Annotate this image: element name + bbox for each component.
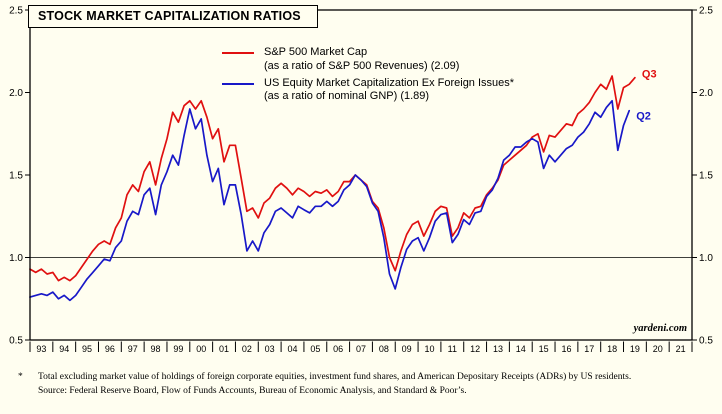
x-axis-year-label: 15 <box>539 344 549 354</box>
x-axis-year-label: 04 <box>288 344 298 354</box>
x-axis-year-label: 10 <box>424 344 434 354</box>
x-axis-year-label: 97 <box>128 344 138 354</box>
x-axis-year-label: 94 <box>59 344 69 354</box>
series-line-us-equity-market-cap <box>29 99 631 302</box>
chart-title-box: STOCK MARKET CAPITALIZATION RATIOS <box>28 5 318 28</box>
x-axis-year-label: 18 <box>607 344 617 354</box>
legend-sublabel-us-equity: (as a ratio of nominal GNP) (1.89) <box>264 90 430 103</box>
y-axis-label-left: 0.5 <box>9 336 23 347</box>
y-axis-label-right: 2.5 <box>699 6 713 17</box>
source-note: Source: Federal Reserve Board, Flow of F… <box>38 385 467 396</box>
legend: S&P 500 Market Cap (as a ratio of S&P 50… <box>222 46 514 107</box>
x-axis-year-label: 05 <box>310 344 320 354</box>
x-axis-year-label: 20 <box>653 344 663 354</box>
x-axis-year-label: 01 <box>219 344 229 354</box>
y-axis-label-right: 1.5 <box>699 171 713 182</box>
series-end-label-q2: Q2 <box>636 111 651 123</box>
legend-sublabel-sp500: (as a ratio of S&P 500 Revenues) (2.09) <box>264 59 460 72</box>
legend-label-us-equity: US Equity Market Capitalization Ex Forei… <box>264 76 515 89</box>
x-axis-year-label: 11 <box>448 344 457 354</box>
legend-entry-us-equity: US Equity Market Capitalization Ex Forei… <box>222 77 514 105</box>
x-axis-year-label: 12 <box>470 344 480 354</box>
y-axis-label-left: 1.5 <box>9 171 23 182</box>
x-axis-year-label: 98 <box>151 344 161 354</box>
x-axis-year-label: 21 <box>676 344 686 354</box>
footnotes: * Total excluding market value of holdin… <box>18 371 716 399</box>
x-axis-year-label: 14 <box>516 344 526 354</box>
x-axis-year-label: 99 <box>173 344 183 354</box>
x-axis-year-label: 08 <box>379 344 389 354</box>
y-axis-label-right: 2.0 <box>699 88 713 99</box>
x-axis-year-label: 13 <box>493 344 503 354</box>
legend-label-sp500: S&P 500 Market Cap <box>264 46 368 58</box>
x-axis-year-label: 02 <box>242 344 252 354</box>
x-axis-year-label: 17 <box>584 344 594 354</box>
footnote-line: * Total excluding market value of holdin… <box>18 371 716 385</box>
x-axis-year-label: 93 <box>36 344 46 354</box>
legend-swatch-red-line <box>222 52 254 54</box>
y-axis-label-left: 2.5 <box>9 6 23 17</box>
y-axis-label-right: 0.5 <box>699 336 713 347</box>
x-axis-year-label: 00 <box>196 344 206 354</box>
footnote-text: Total excluding market value of holdings… <box>38 372 632 382</box>
series-end-label-q3: Q3 <box>642 69 657 81</box>
x-axis-year-label: 95 <box>82 344 92 354</box>
x-axis-year-label: 09 <box>402 344 412 354</box>
chart-title: STOCK MARKET CAPITALIZATION RATIOS <box>38 9 301 23</box>
y-axis-label-left: 1.0 <box>9 253 23 264</box>
x-axis-year-label: 07 <box>356 344 366 354</box>
legend-swatch-blue-line <box>222 82 254 85</box>
x-axis-year-label: 03 <box>265 344 275 354</box>
y-axis-label-right: 1.0 <box>699 253 713 264</box>
footnote-asterisk: * <box>18 372 23 382</box>
x-axis-year-label: 16 <box>561 344 571 354</box>
y-axis-label-left: 2.0 <box>9 88 23 99</box>
watermark-yardeni: yardeni.com <box>632 323 687 334</box>
x-axis-year-label: 19 <box>630 344 640 354</box>
x-axis-year-label: 96 <box>105 344 115 354</box>
series-line-sp500-market-cap <box>29 75 636 282</box>
legend-entry-sp500: S&P 500 Market Cap (as a ratio of S&P 50… <box>222 46 514 74</box>
x-axis-year-label: 06 <box>333 344 343 354</box>
